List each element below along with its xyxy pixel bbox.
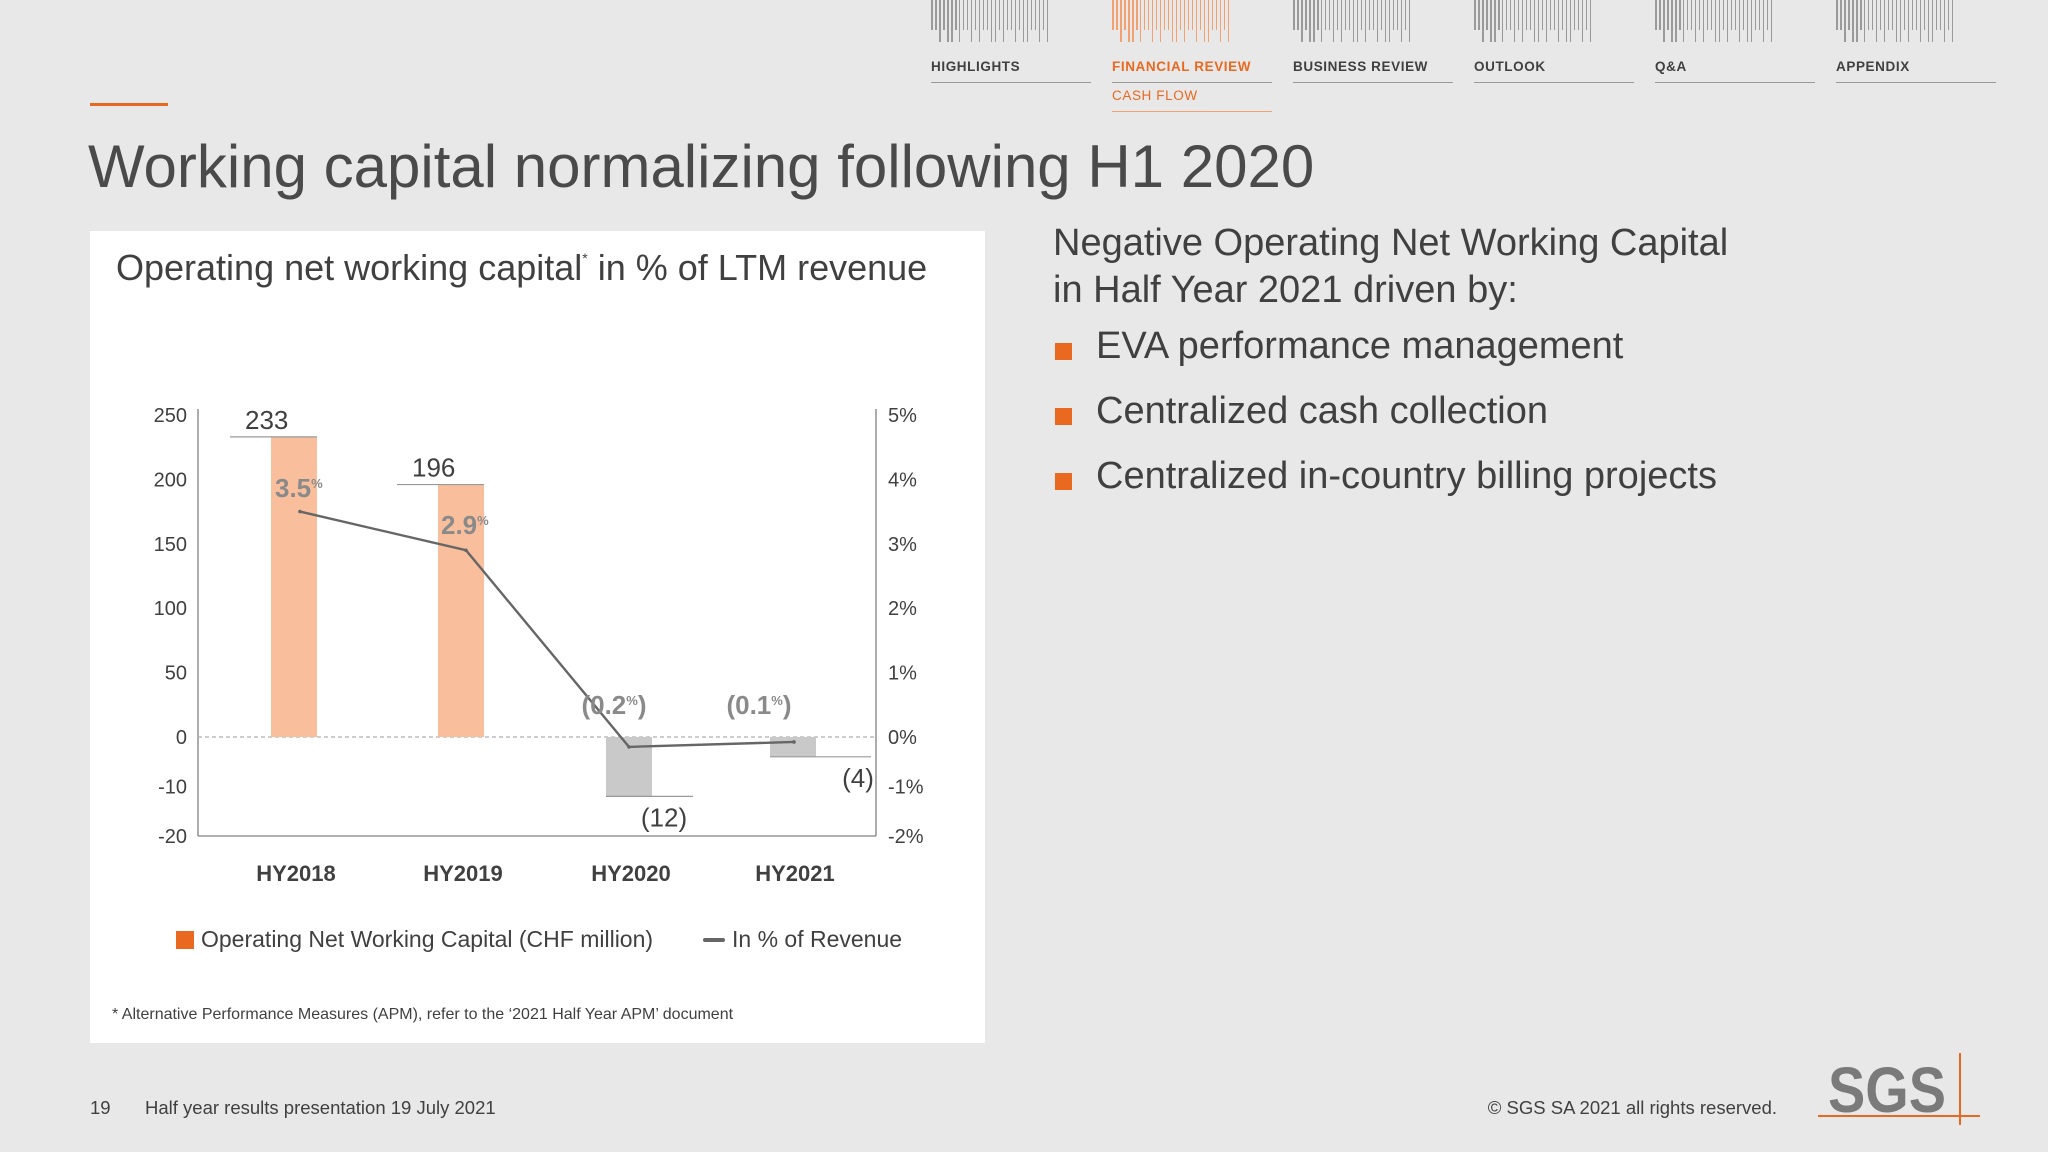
- bar-hy2018: [271, 436, 317, 737]
- bullet-square-icon: [1055, 408, 1072, 425]
- y-left-tick-label: 0: [176, 727, 187, 749]
- bullet-square-icon: [1055, 473, 1072, 490]
- bullet-text: Centralized cash collection: [1096, 390, 1549, 432]
- legend-swatch-line: [703, 937, 725, 942]
- bullet-square-icon: [1055, 343, 1072, 360]
- nav-item-financial-review[interactable]: FINANCIAL REVIEW CASH FLOW: [1112, 0, 1272, 112]
- nav-label: FINANCIAL REVIEW: [1112, 59, 1272, 83]
- chart-legend: Operating Net Working Capital (CHF milli…: [176, 926, 976, 958]
- right-heading-line-1: Negative Operating Net Working Capital: [1053, 222, 1729, 264]
- bar-value-label: (4): [842, 763, 874, 793]
- y-left-tick-label: 200: [154, 469, 187, 491]
- legend-label-pct: In % of Revenue: [732, 926, 903, 952]
- pct-value-label: 2.9%: [441, 510, 489, 540]
- working-capital-chart: 250 200 150 100 50 0 -10 -20 5% 4% 3% 2% 1% 0% -1% -2% 2…: [154, 405, 924, 886]
- y-right-tick-label: -1%: [888, 777, 924, 799]
- chart-footnote: * Alternative Performance Measures (APM)…: [112, 1006, 734, 1023]
- y-right-tick-label: 3%: [888, 534, 917, 556]
- bullet-item: Centralized cash collection: [1055, 390, 1717, 455]
- pct-revenue-point: [298, 509, 302, 514]
- bullet-text: Centralized in-country billing projects: [1096, 455, 1717, 497]
- y-left-tick-label: 100: [154, 598, 187, 620]
- title-accent-line: [90, 103, 168, 106]
- page-number: 19: [90, 1097, 111, 1118]
- y-left-tick-label: 150: [154, 534, 187, 556]
- nav-item-highlights[interactable]: HIGHLIGHTS: [931, 0, 1091, 110]
- bar-hy2019: [438, 484, 484, 737]
- legend-swatch-bar: [176, 930, 194, 949]
- pct-value-label: (0.1%): [726, 690, 791, 720]
- x-category-label: HY2021: [755, 861, 835, 886]
- y-right-tick-label: 1%: [888, 663, 917, 685]
- right-heading: Negative Operating Net Working Capital i…: [1053, 220, 1753, 314]
- nav-label: Q&A: [1655, 59, 1815, 83]
- bar-value-label: 196: [412, 453, 455, 483]
- y-left-tick-label: -10: [158, 777, 187, 799]
- y-right-tick-label: 0%: [888, 727, 917, 749]
- x-category-label: HY2018: [256, 861, 336, 886]
- driver-bullet-list: EVA performance management Centralized c…: [1055, 325, 1717, 520]
- footer-text: Half year results presentation 19 July 2…: [145, 1097, 496, 1118]
- barcode-icon: [1474, 0, 1594, 42]
- nav-label: BUSINESS REVIEW: [1293, 59, 1453, 83]
- chart-title: Operating net working capital* in % of L…: [116, 247, 928, 288]
- x-category-label: HY2020: [591, 861, 671, 886]
- pct-revenue-point: [627, 745, 631, 749]
- nav-item-appendix[interactable]: APPENDIX: [1836, 0, 1996, 110]
- legend-item-nwc: Operating Net Working Capital (CHF milli…: [176, 926, 653, 953]
- bullet-item: EVA performance management: [1055, 325, 1717, 390]
- y-right-tick-label: 5%: [888, 405, 917, 427]
- bar-value-label: (12): [641, 802, 687, 832]
- bullet-text: EVA performance management: [1096, 325, 1624, 367]
- legend-item-pct: In % of Revenue: [703, 926, 902, 953]
- pct-value-label: (0.2%): [581, 690, 646, 720]
- barcode-icon: [1112, 0, 1232, 42]
- svg-text:SGS: SGS: [1828, 1054, 1946, 1125]
- nav-label: OUTLOOK: [1474, 59, 1634, 83]
- sgs-logo: SGS: [1818, 1053, 1980, 1125]
- bar-value-label: 233: [245, 405, 288, 435]
- nav-item-q-a[interactable]: Q&A: [1655, 0, 1815, 110]
- barcode-icon: [931, 0, 1051, 42]
- legend-label-nwc: Operating Net Working Capital (CHF milli…: [201, 926, 654, 952]
- y-left-tick-label: -20: [158, 826, 187, 848]
- nav-label: HIGHLIGHTS: [931, 59, 1091, 83]
- right-heading-line-2: in Half Year 2021 driven by:: [1053, 269, 1518, 311]
- pct-revenue-line: [299, 510, 795, 749]
- page-title: Working capital normalizing following H1…: [88, 133, 1315, 200]
- y-left-tick-label: 50: [165, 663, 187, 685]
- bar-hy2021: [770, 737, 816, 757]
- chart-panel: Operating net working capital* in % of L…: [90, 231, 985, 1043]
- pct-revenue-point: [792, 740, 796, 744]
- x-category-label: HY2019: [423, 861, 503, 886]
- nav-subitem-cash-flow[interactable]: CASH FLOW: [1112, 88, 1272, 112]
- barcode-icon: [1293, 0, 1413, 42]
- pct-revenue-point: [464, 548, 468, 553]
- nav-label: APPENDIX: [1836, 59, 1996, 83]
- pct-value-label: 3.5%: [275, 473, 323, 503]
- barcode-icon: [1836, 0, 1956, 42]
- nav-item-business-review[interactable]: BUSINESS REVIEW: [1293, 0, 1453, 110]
- y-right-tick-label: -2%: [888, 826, 924, 848]
- bullet-item: Centralized in-country billing projects: [1055, 455, 1717, 520]
- copyright-text: © SGS SA 2021 all rights reserved.: [1487, 1097, 1777, 1118]
- nav-item-outlook[interactable]: OUTLOOK: [1474, 0, 1634, 110]
- y-right-tick-label: 2%: [888, 598, 917, 620]
- y-right-tick-label: 4%: [888, 469, 917, 491]
- barcode-icon: [1655, 0, 1775, 42]
- y-left-tick-label: 250: [154, 405, 187, 427]
- top-navigation: HIGHLIGHTS FINANCIAL REVIEW CASH FLOW BUSIN…: [931, 0, 1997, 112]
